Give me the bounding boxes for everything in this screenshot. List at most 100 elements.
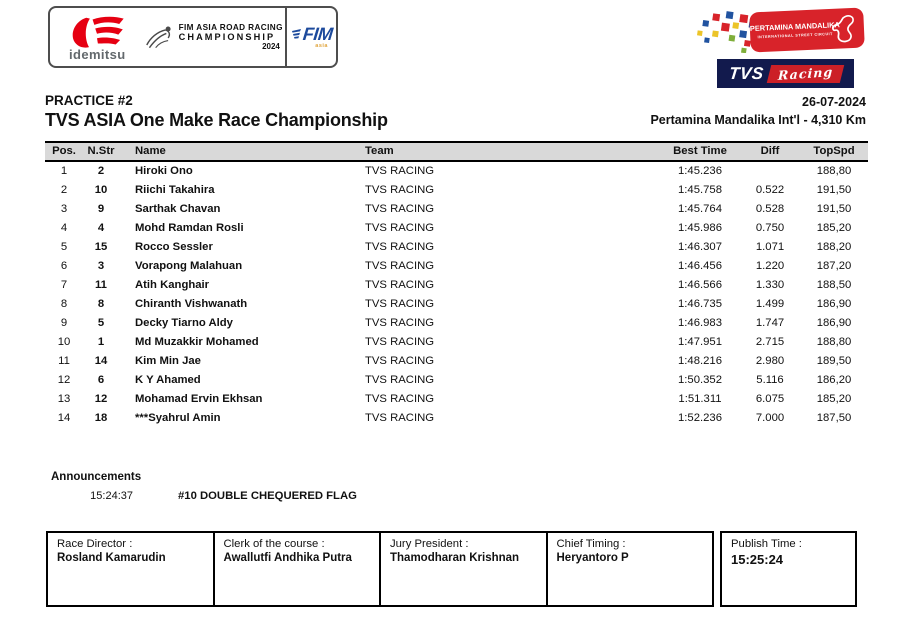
cell-nstr: 3 [97,260,105,272]
cell-diff: 1.747 [755,317,785,329]
publish-time-value: 15:25:24 [731,552,784,567]
fim-logo: FIM asia [287,8,336,66]
cell-besttime: 1:51.311 [678,393,722,405]
tvs-racing-logo: TVS Racing [717,59,854,88]
cell-nstr: 14 [94,355,108,367]
cell-team: TVS RACING [365,279,435,291]
table-row: 14 18 ***Syahrul Amin TVS RACING 1:52.236 7.0… [45,409,868,428]
fim-asia-championship-logo: FIM ASIA ROAD RACING CHAMPIONSHIP 2024 [145,8,285,66]
event-date: 26-07-2024 [802,95,866,109]
cell-diff: 1.499 [755,298,785,310]
cell-name: Rocco Sessler [135,241,213,253]
cell-pos: 10 [57,336,71,348]
idemitsu-wordmark: idemitsu [68,46,126,62]
cell-team: TVS RACING [365,393,435,405]
cell-besttime: 1:46.566 [678,279,722,291]
mandalika-title-text: PERTAMINA MANDALIKA [750,20,841,33]
table-row: 2 10 Riichi Takahira TVS RACING 1:45.758 0.52… [45,181,868,200]
cell-nstr: 2 [97,165,105,177]
cell-topspd: 188,80 [816,336,852,348]
cell-team: TVS RACING [365,222,435,234]
cell-diff: 1.071 [755,241,785,253]
session-title: PRACTICE #2 [45,93,133,108]
racing-wordmark: Racing [777,63,834,83]
announcement-item: 15:24:37 #10 DOUBLE CHEQUERED FLAG [45,489,357,504]
publish-time-label: Publish Time : [731,538,802,550]
cell-nstr: 18 [94,412,108,424]
cell-diff: 5.116 [756,374,784,386]
table-row: 11 14 Kim Min Jae TVS RACING 1:48.216 2.980 18… [45,352,868,371]
cell-topspd: 186,90 [816,298,852,310]
cell-nstr: 10 [94,184,108,196]
cell-team: TVS RACING [365,412,435,424]
cell-diff: 6.075 [755,393,785,405]
official-name: Rosland Kamarudin [57,552,166,564]
announcement-time: 15:24:37 [90,490,133,502]
cell-team: TVS RACING [365,317,435,329]
idemitsu-flame-icon [72,16,124,48]
table-row: 13 12 Mohamad Ervin Ekhsan TVS RACING 1:51.3… [45,390,868,409]
cell-pos: 3 [60,203,68,215]
cell-diff: 1.330 [755,279,785,291]
cell-besttime: 1:52.236 [678,412,722,424]
cell-besttime: 1:46.456 [678,260,722,272]
tvs-wordmark: TVS [727,63,765,83]
cell-team: TVS RACING [365,298,435,310]
cell-besttime: 1:50.352 [678,374,722,386]
cell-nstr: 15 [94,241,108,253]
official-name: Awallutfi Andhika Putra [223,552,352,564]
cell-pos: 2 [60,184,68,196]
fim-wing-icon [291,29,301,39]
announcement-message: #10 DOUBLE CHEQUERED FLAG [178,490,357,502]
official-cell: Clerk of the course : Awallutfi Andhika P… [212,533,380,605]
cell-name: Hiroki Ono [135,165,193,177]
cell-pos: 1 [60,165,68,177]
cell-team: TVS RACING [365,203,435,215]
cell-nstr: 6 [97,374,105,386]
cell-topspd: 187,20 [816,260,852,272]
cell-diff: 0.522 [755,184,785,196]
official-role: Race Director : [57,538,133,550]
table-header-row: Pos. N.Str Name Team Best Time Diff TopSpd [45,141,868,162]
official-role: Clerk of the course : [223,538,325,550]
cell-besttime: 1:46.307 [678,241,722,253]
mandalika-circuit-logo: PERTAMINA MANDALIKA INTERNATIONAL STREET… [694,7,866,58]
championship-name-line1: FIM ASIA ROAD RACING [178,23,283,32]
cell-nstr: 5 [97,317,105,329]
cell-topspd: 188,20 [816,241,852,253]
racing-tab: Racing [767,63,845,83]
table-row: 12 6 K Y Ahamed TVS RACING 1:50.352 5.116 186,… [45,371,868,390]
official-name: Heryantoro P [556,552,629,564]
cell-pos: 5 [60,241,68,253]
cell-diff [740,162,800,181]
announcements-heading: Announcements [51,471,142,483]
official-name: Thamodharan Krishnan [390,552,520,564]
official-role: Jury President : [390,538,469,550]
table-row: 3 9 Sarthak Chavan TVS RACING 1:45.764 0.528 1… [45,200,868,219]
cell-besttime: 1:48.216 [678,355,722,367]
cell-diff: 7.000 [755,412,785,424]
table-row: 9 5 Decky Tiarno Aldy TVS RACING 1:46.983 1.7… [45,314,868,333]
header-diff: Diff [760,145,780,157]
cell-name: K Y Ahamed [135,374,201,386]
cell-topspd: 191,50 [816,184,852,196]
championship-year: 2024 [262,42,280,51]
cell-team: TVS RACING [365,355,435,367]
mandalika-banner-icon: PERTAMINA MANDALIKA INTERNATIONAL STREET… [697,7,865,54]
official-cell: Chief Timing : Heryantoro P [545,533,713,605]
cell-name: Kim Min Jae [135,355,201,367]
cell-nstr: 12 [94,393,108,405]
cell-name: Chiranth Vishwanath [135,298,248,310]
cell-pos: 9 [60,317,68,329]
table-row: 1 2 Hiroki Ono TVS RACING 1:45.236 188,80 [45,162,868,181]
cell-diff: 0.528 [755,203,785,215]
cell-name: Mohamad Ervin Ekhsan [135,393,263,405]
officials-box: Race Director : Rosland Kamarudin Clerk of… [46,531,714,607]
cell-team: TVS RACING [365,260,435,272]
cell-topspd: 185,20 [816,222,852,234]
official-role: Chief Timing : [556,538,626,550]
cell-nstr: 11 [95,279,107,291]
cell-team: TVS RACING [365,165,435,177]
cell-team: TVS RACING [365,184,435,196]
